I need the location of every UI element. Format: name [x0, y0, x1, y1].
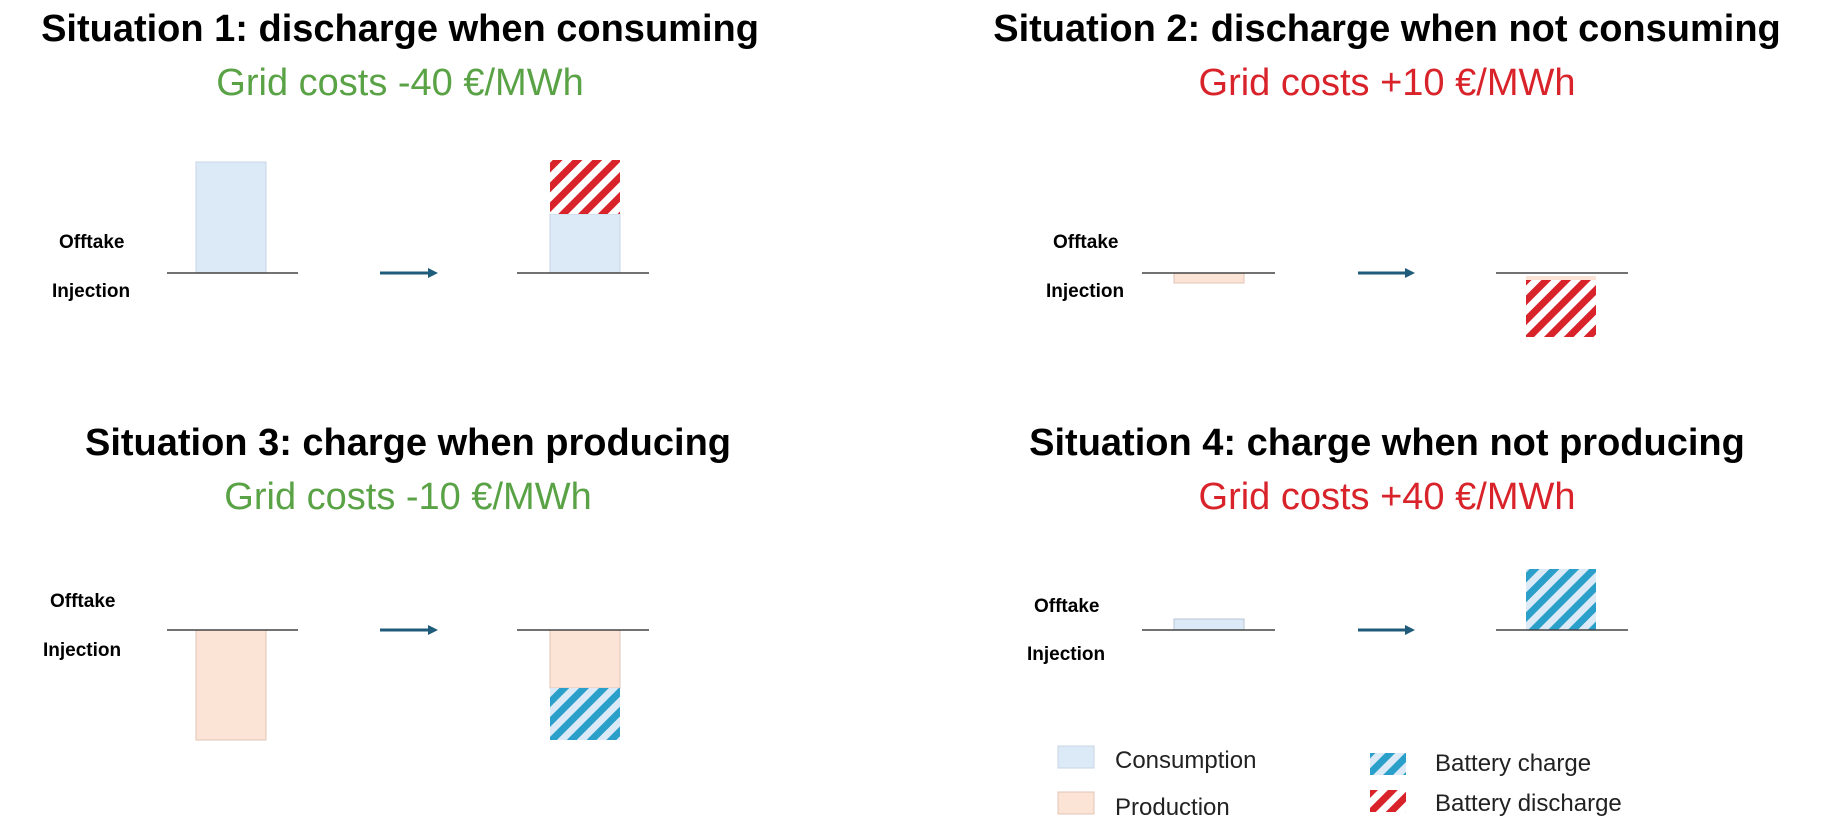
s1-offtake-label: Offtake	[59, 232, 125, 253]
situation-1-title: Situation 1: discharge when consuming	[41, 8, 759, 50]
s2-offtake-label: Offtake	[1053, 232, 1119, 253]
situation-3-subtitle: Grid costs -10 €/MWh	[224, 476, 592, 518]
s3-offtake-label: Offtake	[50, 591, 116, 612]
situation-3-title: Situation 3: charge when producing	[84, 422, 732, 464]
s3-injection-label: Injection	[43, 640, 122, 661]
s3-after-charge-bar	[550, 688, 620, 740]
legend-production-swatch	[1057, 791, 1095, 815]
s4-before-consumption-bar	[1173, 618, 1245, 631]
s3-after-production-bar	[549, 629, 621, 689]
situation-2-subtitle: Grid costs +10 €/MWh	[1198, 62, 1576, 104]
s1-after-discharge-bar	[550, 160, 620, 214]
s1-after-consumption-bar	[549, 213, 621, 274]
legend-consumption-label: Consumption	[1115, 747, 1257, 774]
situation-2-title: Situation 2: discharge when not consumin…	[993, 8, 1781, 50]
s3-before-production-bar	[195, 629, 267, 741]
situation-1-diagram	[167, 160, 649, 278]
situation-4-subtitle: Grid costs +40 €/MWh	[1198, 476, 1576, 518]
situation-1-subtitle: Grid costs -40 €/MWh	[216, 62, 584, 104]
s2-after-discharge-bar	[1526, 280, 1596, 337]
legend-battery-discharge-swatch	[1370, 790, 1406, 812]
s4-offtake-label: Offtake	[1034, 596, 1100, 617]
situation-2-diagram	[1142, 268, 1628, 337]
legend-battery-charge-label: Battery charge	[1435, 750, 1592, 777]
s4-injection-label: Injection	[1027, 644, 1106, 665]
s2-before-production-bar	[1173, 272, 1245, 284]
s4-after-charge-bar	[1526, 569, 1596, 630]
legend-battery-discharge-label: Battery discharge	[1435, 790, 1622, 817]
legend-consumption-swatch	[1057, 745, 1095, 769]
situation-3-diagram	[167, 625, 649, 741]
s1-injection-label: Injection	[52, 281, 131, 302]
situation-4-diagram	[1142, 569, 1628, 635]
s1-before-consumption-bar	[195, 161, 267, 274]
legend-battery-charge-swatch	[1370, 753, 1406, 775]
legend-production-label: Production	[1115, 794, 1230, 821]
situation-4-title: Situation 4: charge when not producing	[1029, 422, 1745, 464]
legend	[1057, 745, 1406, 815]
s2-injection-label: Injection	[1046, 281, 1125, 302]
